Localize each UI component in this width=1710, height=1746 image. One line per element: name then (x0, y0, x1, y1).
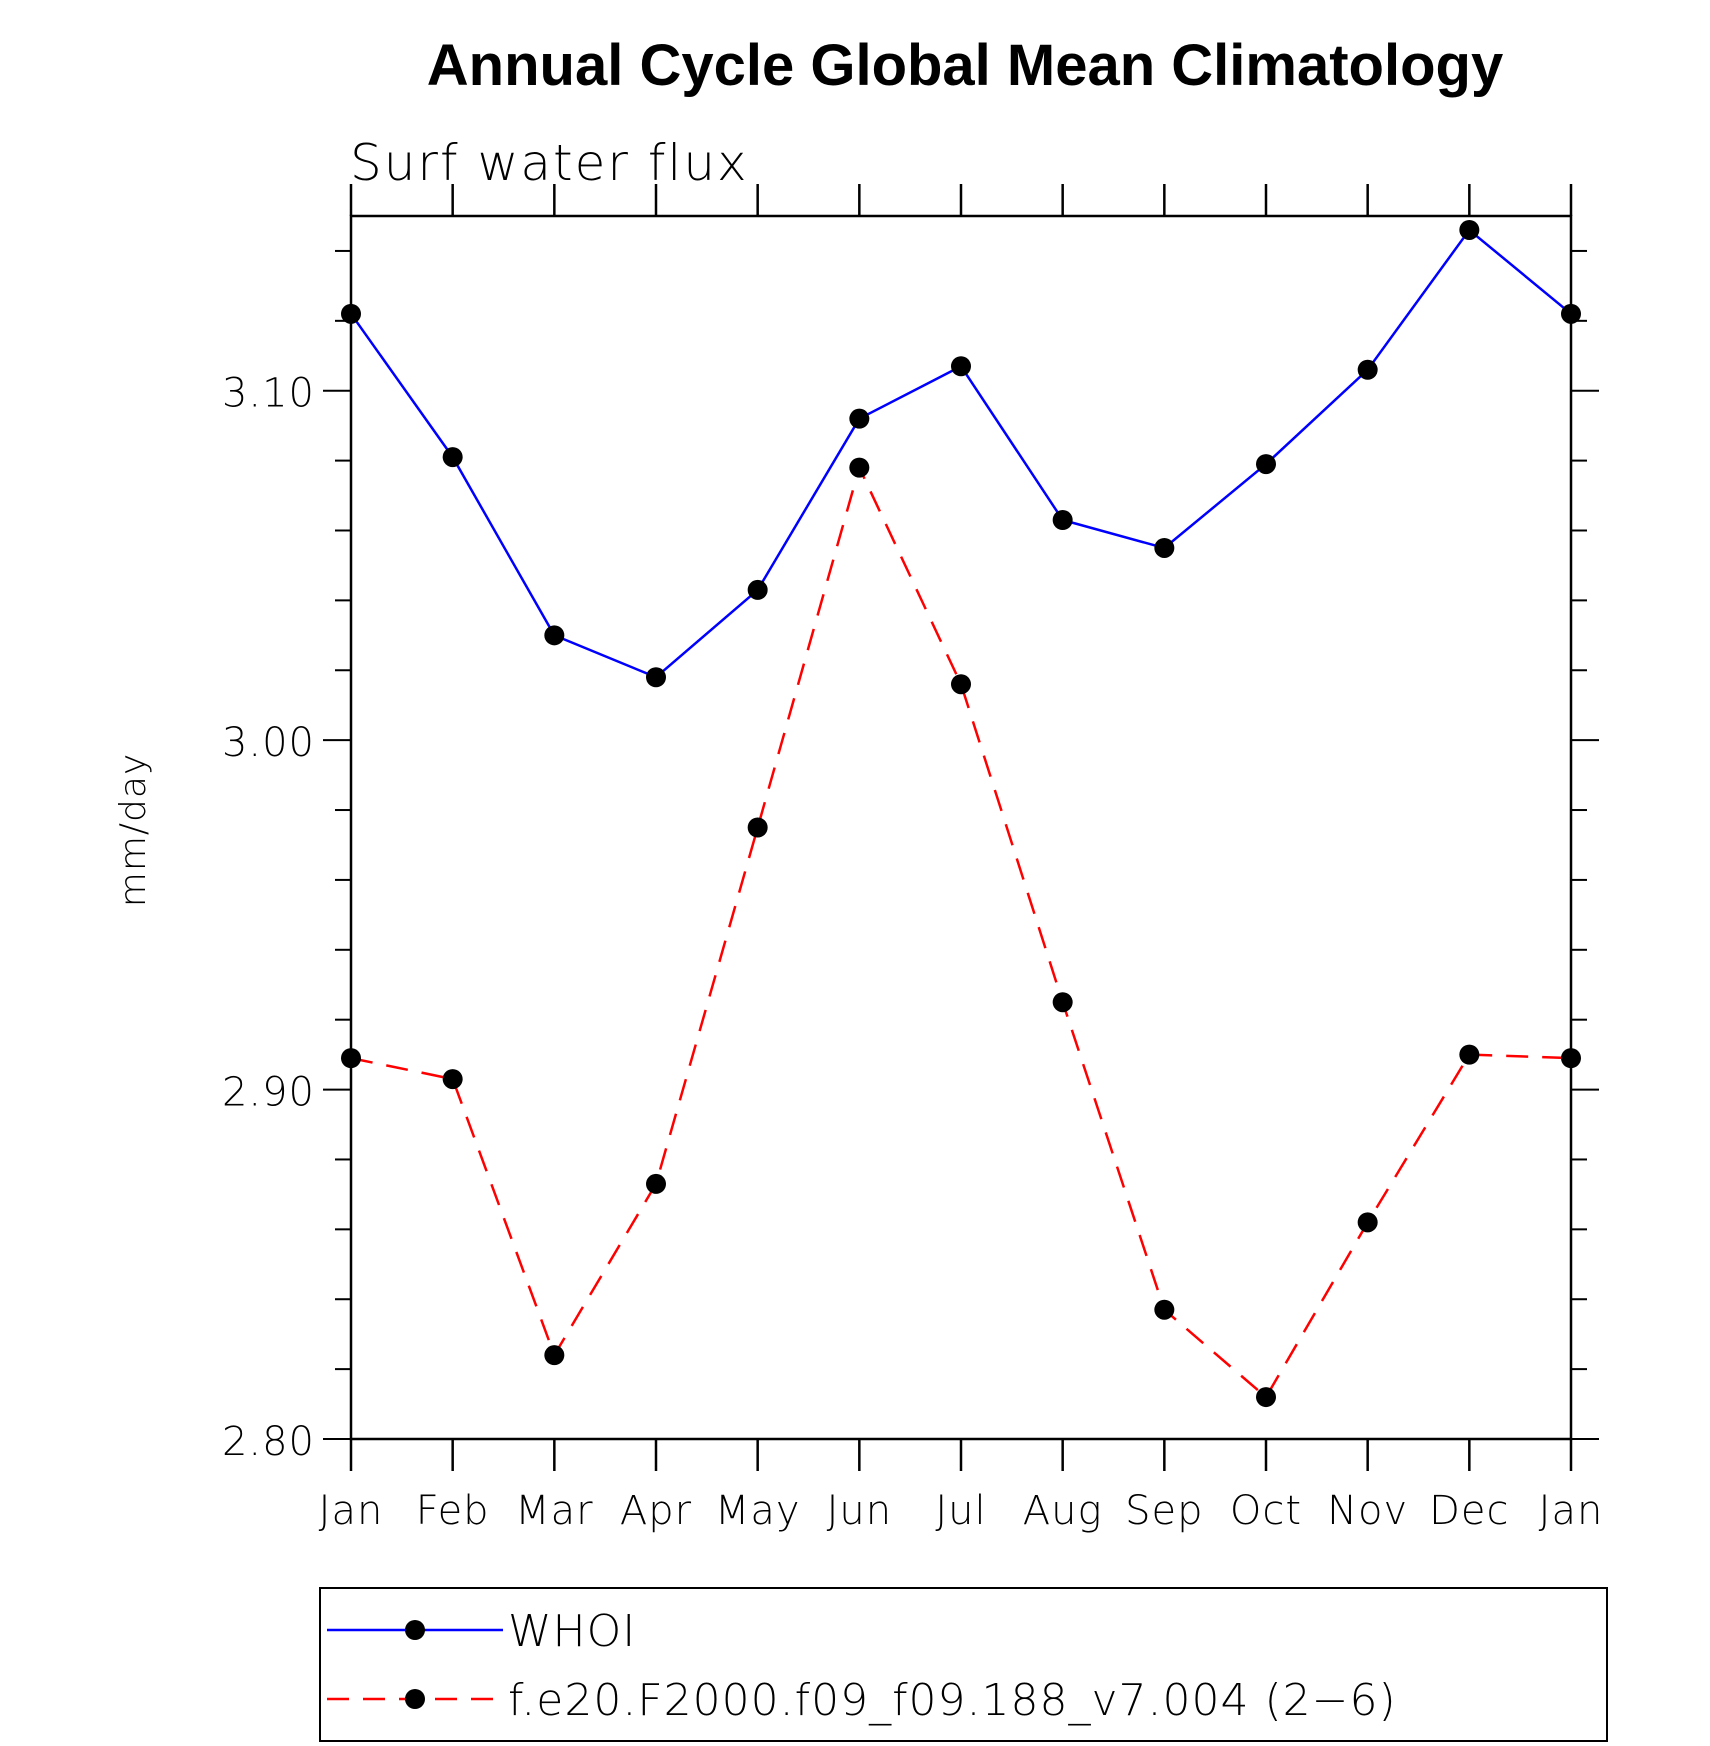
series-1-point (646, 1173, 666, 1194)
series-0-point (747, 579, 768, 600)
legend-marker-model (405, 1689, 425, 1709)
legend-label-whoi: WHOI (508, 1606, 636, 1657)
series-1-point (1561, 1048, 1581, 1069)
y-tick-label: 3.10 (222, 371, 315, 417)
series-0-point (1459, 219, 1480, 240)
series-0-point (849, 408, 870, 429)
series-0-point (1154, 537, 1175, 558)
y-tick-label: 3.00 (222, 720, 315, 766)
series-1-point (1459, 1044, 1480, 1065)
x-tick-label: Jan (1539, 1488, 1604, 1534)
x-tick-label: Jun (827, 1488, 893, 1534)
series-line-0 (349, 228, 1572, 679)
y-axis-label: mm/day (113, 753, 154, 907)
x-tick-label: Jul (935, 1488, 986, 1534)
x-tick-label: Sep (1125, 1488, 1203, 1534)
chart-title: Annual Cycle Global Mean Climatology (427, 33, 1503, 98)
x-tick-label: May (715, 1488, 801, 1534)
series-1-point (951, 674, 971, 695)
legend-marker-whoi (405, 1620, 425, 1640)
series-0-point (1357, 359, 1378, 380)
series-0-point (951, 356, 971, 377)
series-1-point (442, 1069, 463, 1090)
x-tick-label: Oct (1230, 1488, 1302, 1534)
x-ticks: Jan Feb Mar Apr May Jun Jul Aug Sep Oct Nov Dec Jan (319, 184, 1604, 1534)
series-0-point (442, 447, 463, 468)
legend-label-model: f.e20.F2000.f09_f09.188_v7.004 (2−6) (508, 1675, 1397, 1726)
series-1-point (341, 1048, 361, 1069)
x-tick-label: Feb (416, 1488, 490, 1534)
legend: WHOI f.e20.F2000.f09_f09.188_v7.004 (2−6… (319, 1587, 1608, 1742)
series-1-point (1154, 1299, 1175, 1320)
plot-border (349, 214, 1573, 1441)
series-1-point (1052, 992, 1073, 1013)
series-1-point (544, 1345, 565, 1366)
legend-box (319, 1587, 1608, 1742)
series-0-point (1561, 303, 1581, 324)
plot-frame (349, 214, 1573, 1441)
series-line-1 (350, 464, 1572, 1400)
x-tick-label: Dec (1429, 1488, 1509, 1534)
x-tick-label: Apr (620, 1488, 692, 1534)
x-tick-label: Mar (515, 1488, 593, 1534)
series-0-point (341, 303, 361, 324)
series-1-point (849, 457, 870, 478)
series-0-point (544, 625, 565, 646)
series-1-point (747, 817, 768, 838)
series-1-point (1256, 1387, 1276, 1408)
y-tick-label: 2.80 (222, 1419, 315, 1465)
y-ticks: 2.80 2.90 3.00 3.10 (222, 249, 1599, 1465)
x-tick-label: Aug (1023, 1488, 1103, 1534)
series-0-point (646, 667, 666, 688)
series-markers (341, 219, 1581, 1408)
x-tick-label: Nov (1327, 1488, 1408, 1534)
series-lines (349, 228, 1572, 1400)
x-tick-label: Jan (319, 1488, 384, 1534)
y-tick-label: 2.90 (222, 1070, 315, 1116)
chart-subtitle: Surf water flux (350, 134, 749, 192)
series-0-point (1256, 454, 1276, 475)
series-0-point (1052, 510, 1073, 531)
series-1-point (1357, 1212, 1378, 1233)
